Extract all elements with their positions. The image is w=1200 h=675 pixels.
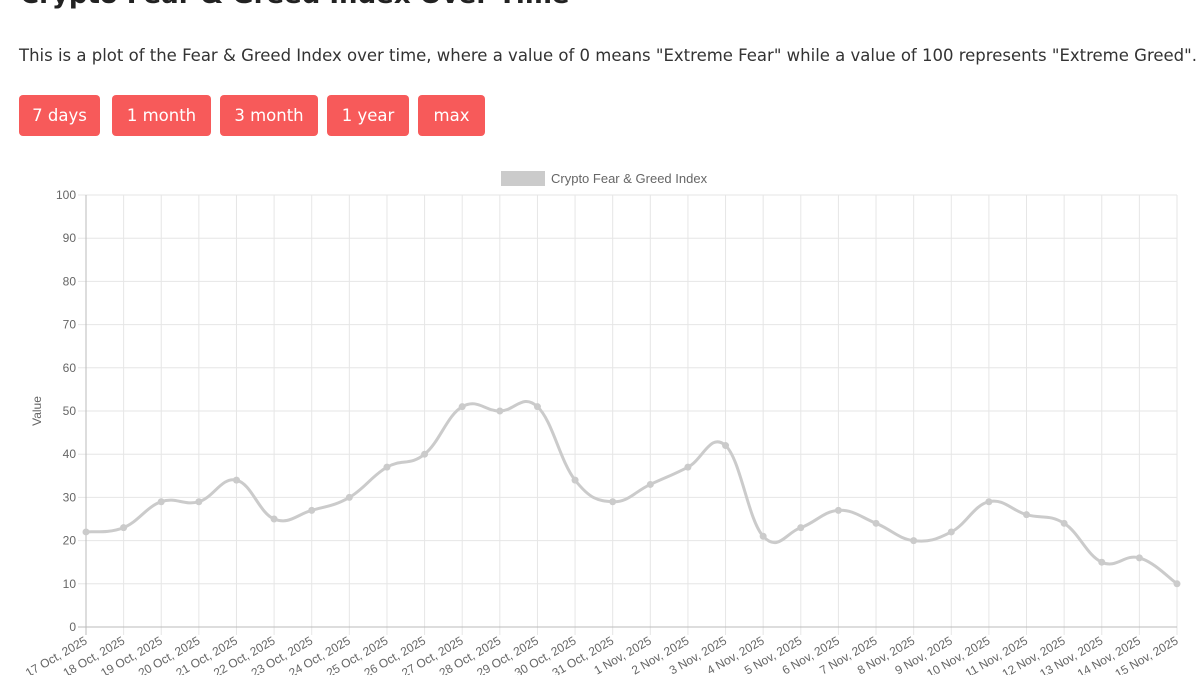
point [759, 532, 767, 540]
point [1173, 580, 1181, 588]
point [496, 407, 504, 415]
y-tick-label: 50 [63, 404, 77, 418]
point [1098, 558, 1106, 566]
y-tick-label: 100 [56, 188, 76, 202]
point [684, 463, 692, 471]
point [571, 476, 579, 484]
point [910, 537, 918, 545]
range-button[interactable]: 1 year [327, 95, 409, 136]
y-tick-label: 0 [69, 620, 76, 634]
legend-swatch [501, 171, 545, 186]
range-button[interactable]: 1 month [112, 95, 211, 136]
y-tick-label: 40 [63, 447, 77, 461]
page-title: Crypto Fear & Greed Index Over Time [20, 0, 570, 10]
y-tick-label: 80 [63, 274, 77, 288]
point [609, 498, 617, 506]
point [533, 403, 541, 411]
point [120, 524, 128, 532]
y-tick-label: 10 [63, 577, 77, 591]
point [458, 403, 466, 411]
point [270, 515, 278, 523]
point [1060, 519, 1068, 527]
line [85, 400, 1178, 586]
point [308, 506, 316, 514]
point [722, 442, 730, 450]
point [872, 519, 880, 527]
range-button[interactable]: 7 days [19, 95, 100, 136]
point [195, 498, 203, 506]
legend-label: Crypto Fear & Greed Index [551, 171, 708, 186]
point [985, 498, 993, 506]
point [345, 493, 353, 501]
point [157, 498, 165, 506]
point [1135, 554, 1143, 562]
y-tick-label: 70 [63, 318, 77, 332]
y-axis-title: Value [30, 396, 44, 426]
point [834, 506, 842, 514]
point [646, 480, 654, 488]
point [421, 450, 429, 458]
y-tick-label: 30 [63, 490, 77, 504]
range-button[interactable]: max [418, 95, 485, 136]
point [383, 463, 391, 471]
point [232, 476, 240, 484]
page-subtitle: This is a plot of the Fear & Greed Index… [19, 46, 1197, 65]
y-tick-label: 90 [63, 231, 77, 245]
y-tick-label: 20 [63, 534, 77, 548]
point [1023, 511, 1031, 519]
point [947, 528, 955, 536]
point [82, 528, 90, 536]
point [797, 524, 805, 532]
range-button[interactable]: 3 month [220, 95, 318, 136]
y-tick-label: 60 [63, 361, 77, 375]
